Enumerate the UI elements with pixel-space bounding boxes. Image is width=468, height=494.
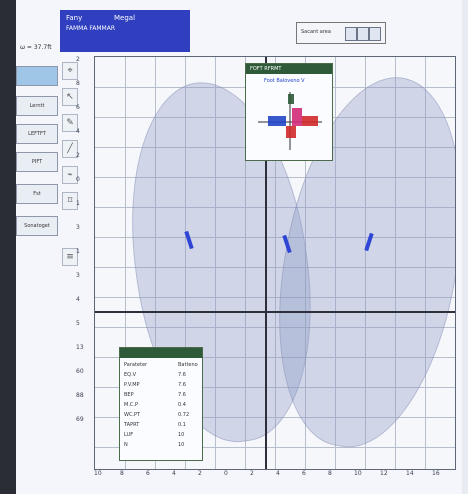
command-button-1[interactable] <box>16 66 58 86</box>
y-tick: 60 <box>76 368 84 375</box>
tool-arrow-icon[interactable]: ↖ <box>62 88 78 106</box>
stats-val-5: 0.72 <box>178 412 190 418</box>
x-tick: 6 <box>302 470 306 477</box>
x-axis-line <box>95 311 455 313</box>
command-button-2[interactable]: Lerntt <box>16 96 58 116</box>
stats-key-8: N <box>124 442 128 448</box>
y-tick: 6 <box>76 104 80 111</box>
x-tick: 14 <box>406 470 414 477</box>
stats-val-7: 10 <box>178 432 185 438</box>
balance-popup-subtitle: Foot Baloveno V <box>264 78 305 84</box>
header-panel: Fany Megal FAMMA FAMMAR <box>60 10 190 52</box>
tool-cursor-icon[interactable]: ⌖ <box>62 62 78 80</box>
y-tick: 8 <box>76 80 80 87</box>
x-tick: 6 <box>146 470 150 477</box>
tool-line-icon[interactable]: ╱ <box>62 140 78 158</box>
stats-val-3: 7.6 <box>178 392 186 398</box>
x-tick: 4 <box>276 470 280 477</box>
x-tick: 12 <box>380 470 388 477</box>
header-label-3: FAMMA FAMMAR <box>66 25 116 32</box>
stats-key-6: TAPRT <box>124 422 140 428</box>
tool-menu-icon[interactable]: ≡ <box>62 248 78 266</box>
stats-panel: Parateter Batteno EQ.V 7.6 P.V.MP 7.6 BEP 7.… <box>119 347 203 461</box>
x-tick: 8 <box>120 470 124 477</box>
x-axis-ticks: 10 8 6 4 2 0 2 4 6 8 10 12 14 16 <box>94 470 454 486</box>
x-tick: 2 <box>198 470 202 477</box>
stats-val-6: 0.1 <box>178 422 186 428</box>
foot-pressure-plot: FOFT RFRMT Foot Baloveno V Parateter Batt… <box>94 56 456 470</box>
x-tick: 4 <box>172 470 176 477</box>
tool-select-icon[interactable]: ⌑ <box>62 192 78 210</box>
balance-chart <box>258 92 322 150</box>
tool-pen-icon[interactable]: ✎ <box>62 114 78 132</box>
balance-popup: FOFT RFRMT Foot Baloveno V <box>245 63 333 161</box>
stats-key-4: M.C.P <box>124 402 138 408</box>
scan-area-selector[interactable]: Sacant area <box>296 22 386 44</box>
stats-key-2: P.V.MP <box>124 382 140 388</box>
stats-val-4: 0.4 <box>178 402 186 408</box>
screen-edge-left <box>0 0 16 494</box>
command-button-5[interactable]: Fst <box>16 184 58 204</box>
info-text: ω = 37.7ft <box>20 44 52 51</box>
stats-val-8: 10 <box>178 442 185 448</box>
y-tick: 4 <box>76 296 80 303</box>
stats-key-0: Parateter <box>124 362 148 368</box>
y-tick: 13 <box>76 344 84 351</box>
stats-key-3: BEP <box>124 392 134 398</box>
stats-key-7: LUF <box>124 432 134 438</box>
scan-area-label: Sacant area <box>301 29 331 35</box>
stats-val-2: 7.6 <box>178 382 186 388</box>
command-button-4[interactable]: PIFT <box>16 152 58 172</box>
x-tick: 10 <box>94 470 102 477</box>
y-tick: 4 <box>76 128 80 135</box>
stats-val-0: Batteno <box>178 362 198 368</box>
selector-box-3[interactable] <box>369 27 381 41</box>
selector-box-1[interactable] <box>345 27 357 41</box>
selector-box-2[interactable] <box>357 27 369 41</box>
y-tick: 88 <box>76 392 84 399</box>
y-tick: 2 <box>76 152 80 159</box>
stats-key-5: WC.PT <box>124 412 141 418</box>
screen-edge-right <box>462 0 468 494</box>
x-tick: 10 <box>354 470 362 477</box>
x-tick: 16 <box>432 470 440 477</box>
y-tick: 5 <box>76 320 80 327</box>
y-tick: 3 <box>76 272 80 279</box>
stats-key-1: EQ.V <box>124 372 137 378</box>
tool-measure-icon[interactable]: ⌁ <box>62 166 78 184</box>
app-window: Fany Megal FAMMA FAMMAR ω = 37.7ft Lernt… <box>16 0 462 494</box>
x-tick: 2 <box>250 470 254 477</box>
y-tick: 69 <box>76 416 84 423</box>
y-axis-ticks: 2 8 6 4 2 0 1 3 1 3 4 5 13 60 88 69 <box>76 56 92 468</box>
y-tick: 2 <box>76 56 80 63</box>
header-label-1: Fany <box>66 14 83 22</box>
header-label-2: Megal <box>114 14 136 22</box>
x-tick: 8 <box>328 470 332 477</box>
y-tick: 1 <box>76 248 80 255</box>
stats-header <box>120 348 202 358</box>
x-tick: 0 <box>224 470 228 477</box>
balance-popup-title: FOFT RFRMT <box>246 64 332 74</box>
command-button-6[interactable]: Sonatoget <box>16 216 58 236</box>
y-axis-line <box>265 57 267 469</box>
stats-val-1: 7.6 <box>178 372 186 378</box>
command-button-3[interactable]: LEFTFT <box>16 124 58 144</box>
y-tick: 1 <box>76 200 80 207</box>
y-tick: 0 <box>76 176 80 183</box>
y-tick: 3 <box>76 224 80 231</box>
